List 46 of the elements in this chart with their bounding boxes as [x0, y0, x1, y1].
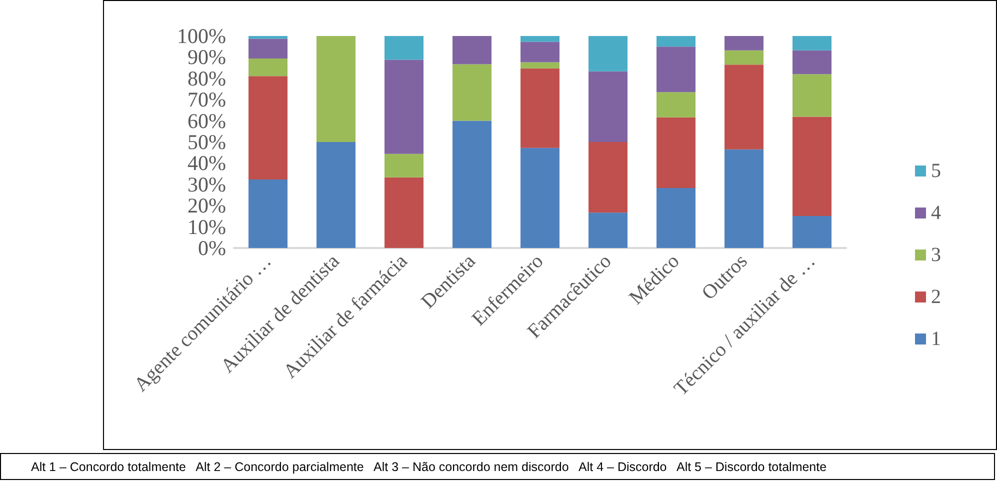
bar	[588, 142, 628, 213]
bar	[452, 120, 492, 248]
bar	[588, 212, 628, 248]
bar	[452, 36, 492, 64]
bar	[384, 36, 424, 60]
bar	[520, 36, 560, 42]
bar	[384, 154, 424, 178]
bar	[248, 76, 288, 180]
bar	[724, 64, 764, 150]
bar	[792, 74, 832, 117]
bar	[588, 36, 628, 72]
bar	[724, 36, 764, 50]
bar	[656, 46, 696, 92]
bar	[724, 149, 764, 248]
bar	[384, 177, 424, 248]
text: Alt 1 – Concordo totalmente Alt 2 – Concordo parcialmente Alt 3 – Não concordo nem discordo Alt 4 – Discordo Alt 5 – Discordo totalmente	[0, 453, 995, 480]
bar	[248, 180, 288, 248]
y-tick-label: 50%	[188, 130, 226, 154]
bar	[792, 216, 832, 248]
y-tick-label: 100%	[177, 24, 226, 48]
legend-label: 5	[931, 160, 941, 182]
legend-label: 3	[931, 244, 941, 266]
bar	[316, 36, 356, 142]
y-tick-label: 0%	[198, 236, 226, 260]
bar	[792, 116, 832, 216]
bar	[520, 68, 560, 148]
bar	[656, 36, 696, 47]
bar	[656, 188, 696, 248]
bar	[792, 36, 832, 50]
bar	[656, 92, 696, 118]
bar	[248, 36, 288, 39]
bar	[316, 142, 356, 248]
bar	[384, 60, 424, 154]
bar	[520, 62, 560, 68]
bar	[452, 64, 492, 121]
legend-label: 4	[931, 202, 941, 224]
bar	[248, 38, 288, 58]
bar	[588, 71, 628, 142]
bar	[520, 42, 560, 62]
bar	[656, 117, 696, 188]
legend-label: 1	[931, 328, 941, 350]
legend-label: 2	[931, 286, 941, 308]
bar	[724, 50, 764, 65]
bar	[520, 148, 560, 248]
bar	[248, 58, 288, 76]
bar	[792, 50, 832, 74]
